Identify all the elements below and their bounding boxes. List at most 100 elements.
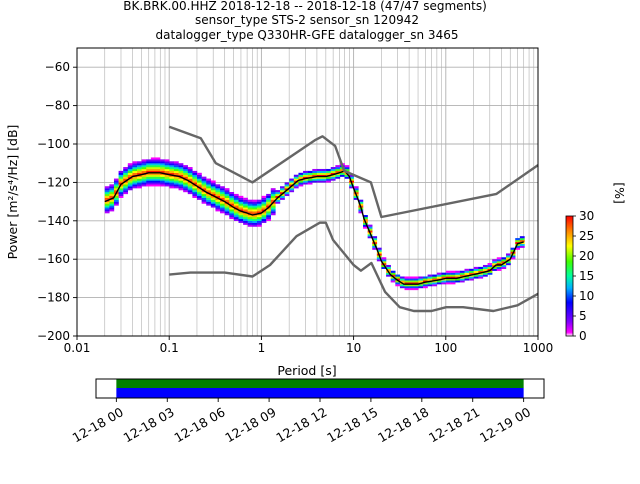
- psd-histogram-cell: [150, 159, 156, 162]
- psd-histogram-cell: [326, 176, 331, 179]
- psd-histogram-cell: [496, 257, 502, 260]
- psd-histogram-cell: [155, 168, 161, 172]
- psd-histogram-cell: [247, 216, 253, 220]
- psd-histogram-cell: [238, 201, 244, 204]
- psd-histogram-cell: [344, 174, 350, 177]
- psd-histogram-cell: [432, 282, 438, 285]
- psd-histogram-cell: [432, 278, 438, 281]
- coverage-tick-label: 12-18 06: [172, 404, 228, 445]
- y-tick-label: −180: [37, 291, 70, 305]
- psd-histogram-cell: [358, 199, 364, 202]
- psd-histogram-cell: [146, 167, 152, 170]
- psd-histogram-cell: [127, 188, 133, 191]
- psd-histogram-cell: [261, 220, 267, 223]
- psd-histogram-cell: [330, 178, 336, 181]
- psd-histogram-cell: [160, 170, 165, 173]
- psd-histogram-cell: [233, 209, 239, 212]
- coverage-tick-label: 12-18 03: [121, 404, 177, 445]
- psd-histogram-cell: [422, 278, 428, 281]
- psd-histogram-cell: [363, 215, 368, 218]
- psd-histogram-cell: [275, 193, 281, 197]
- psd-histogram-cell: [206, 186, 212, 189]
- psd-histogram-cell: [192, 195, 198, 198]
- psd-histogram-cell: [132, 184, 138, 187]
- psd-histogram-cell: [229, 203, 235, 206]
- psd-histogram-cell: [446, 280, 451, 283]
- psd-histogram-cell: [137, 184, 142, 187]
- psd-histogram-cell: [196, 174, 202, 177]
- psd-histogram-cell: [132, 186, 138, 189]
- psd-histogram-cell: [293, 184, 299, 187]
- psd-histogram-cell: [215, 199, 221, 202]
- psd-histogram-cell: [358, 203, 364, 206]
- psd-histogram-cell: [178, 165, 184, 168]
- psd-histogram-cell: [326, 180, 331, 183]
- psd-histogram-cell: [446, 276, 451, 279]
- psd-histogram-cell: [316, 170, 322, 173]
- psd-histogram-cell: [243, 209, 248, 212]
- psd-histogram-cell: [146, 163, 152, 166]
- psd-histogram-cell: [349, 176, 355, 179]
- psd-histogram-cell: [316, 180, 322, 183]
- psd-histogram-cell: [363, 216, 368, 220]
- psd-histogram-cell: [501, 261, 507, 264]
- psd-histogram-cell: [192, 182, 198, 185]
- psd-histogram-cell: [261, 216, 267, 220]
- psd-histogram-cell: [113, 188, 119, 191]
- psd-histogram-cell: [169, 186, 175, 189]
- psd-histogram-cell: [422, 282, 428, 285]
- psd-histogram-cell: [118, 186, 124, 189]
- y-tick-label: −120: [37, 175, 70, 189]
- psd-histogram-cell: [473, 274, 479, 277]
- psd-histogram-cell: [169, 172, 175, 175]
- psd-histogram-cell: [113, 193, 119, 197]
- psd-histogram-cell: [164, 174, 170, 177]
- psd-histogram-cell: [192, 180, 198, 183]
- psd-histogram-cell: [270, 205, 276, 208]
- psd-histogram-cell: [252, 209, 258, 212]
- psd-histogram-cell: [275, 192, 281, 195]
- psd-histogram-cell: [215, 209, 221, 212]
- psd-histogram-cell: [146, 172, 152, 175]
- psd-histogram-cell: [413, 282, 419, 285]
- psd-histogram-cell: [137, 170, 142, 173]
- psd-histogram-cell: [192, 193, 198, 197]
- psd-histogram-cell: [141, 184, 147, 187]
- psd-histogram-cell: [469, 278, 474, 281]
- plot-frame: [76, 47, 539, 337]
- psd-histogram-cell: [418, 278, 424, 281]
- psd-histogram-cell: [358, 209, 364, 212]
- psd-histogram-cell: [266, 216, 271, 220]
- psd-histogram-cell: [487, 263, 493, 266]
- psd-histogram-cell: [233, 201, 239, 204]
- psd-histogram-cell: [247, 222, 253, 225]
- psd-histogram-cell: [201, 199, 207, 202]
- psd-histogram-cell: [233, 211, 239, 214]
- psd-histogram-cell: [413, 278, 419, 281]
- psd-histogram-cell: [183, 180, 188, 183]
- psd-histogram-cell: [229, 199, 235, 202]
- coverage-bar-bottom: [116, 388, 524, 398]
- colorbar-tick-label: 15: [579, 269, 594, 283]
- psd-histogram-cell: [243, 199, 248, 202]
- psd-histogram-cell: [367, 224, 373, 227]
- psd-histogram-cell: [270, 192, 276, 195]
- psd-histogram-cell: [137, 176, 142, 179]
- psd-histogram-cell: [519, 245, 525, 248]
- psd-histogram-cell: [150, 174, 156, 177]
- psd-histogram-cell: [201, 176, 207, 179]
- psd-histogram-cell: [123, 182, 129, 185]
- psd-histogram-cell: [150, 161, 156, 164]
- psd-histogram-cell: [229, 192, 235, 195]
- psd-histogram-cell: [229, 207, 235, 210]
- psd-histogram-cell: [224, 195, 230, 198]
- psd-histogram-cell: [155, 167, 161, 170]
- psd-histogram-cell: [132, 167, 138, 170]
- psd-histogram-cell: [252, 211, 258, 214]
- psd-histogram-cell: [132, 161, 138, 164]
- psd-histogram-cell: [464, 272, 470, 275]
- psd-histogram-cell: [252, 216, 258, 220]
- psd-histogram-cell: [496, 261, 502, 264]
- psd-histogram-cell: [196, 184, 202, 187]
- psd-histogram-cell: [123, 172, 129, 175]
